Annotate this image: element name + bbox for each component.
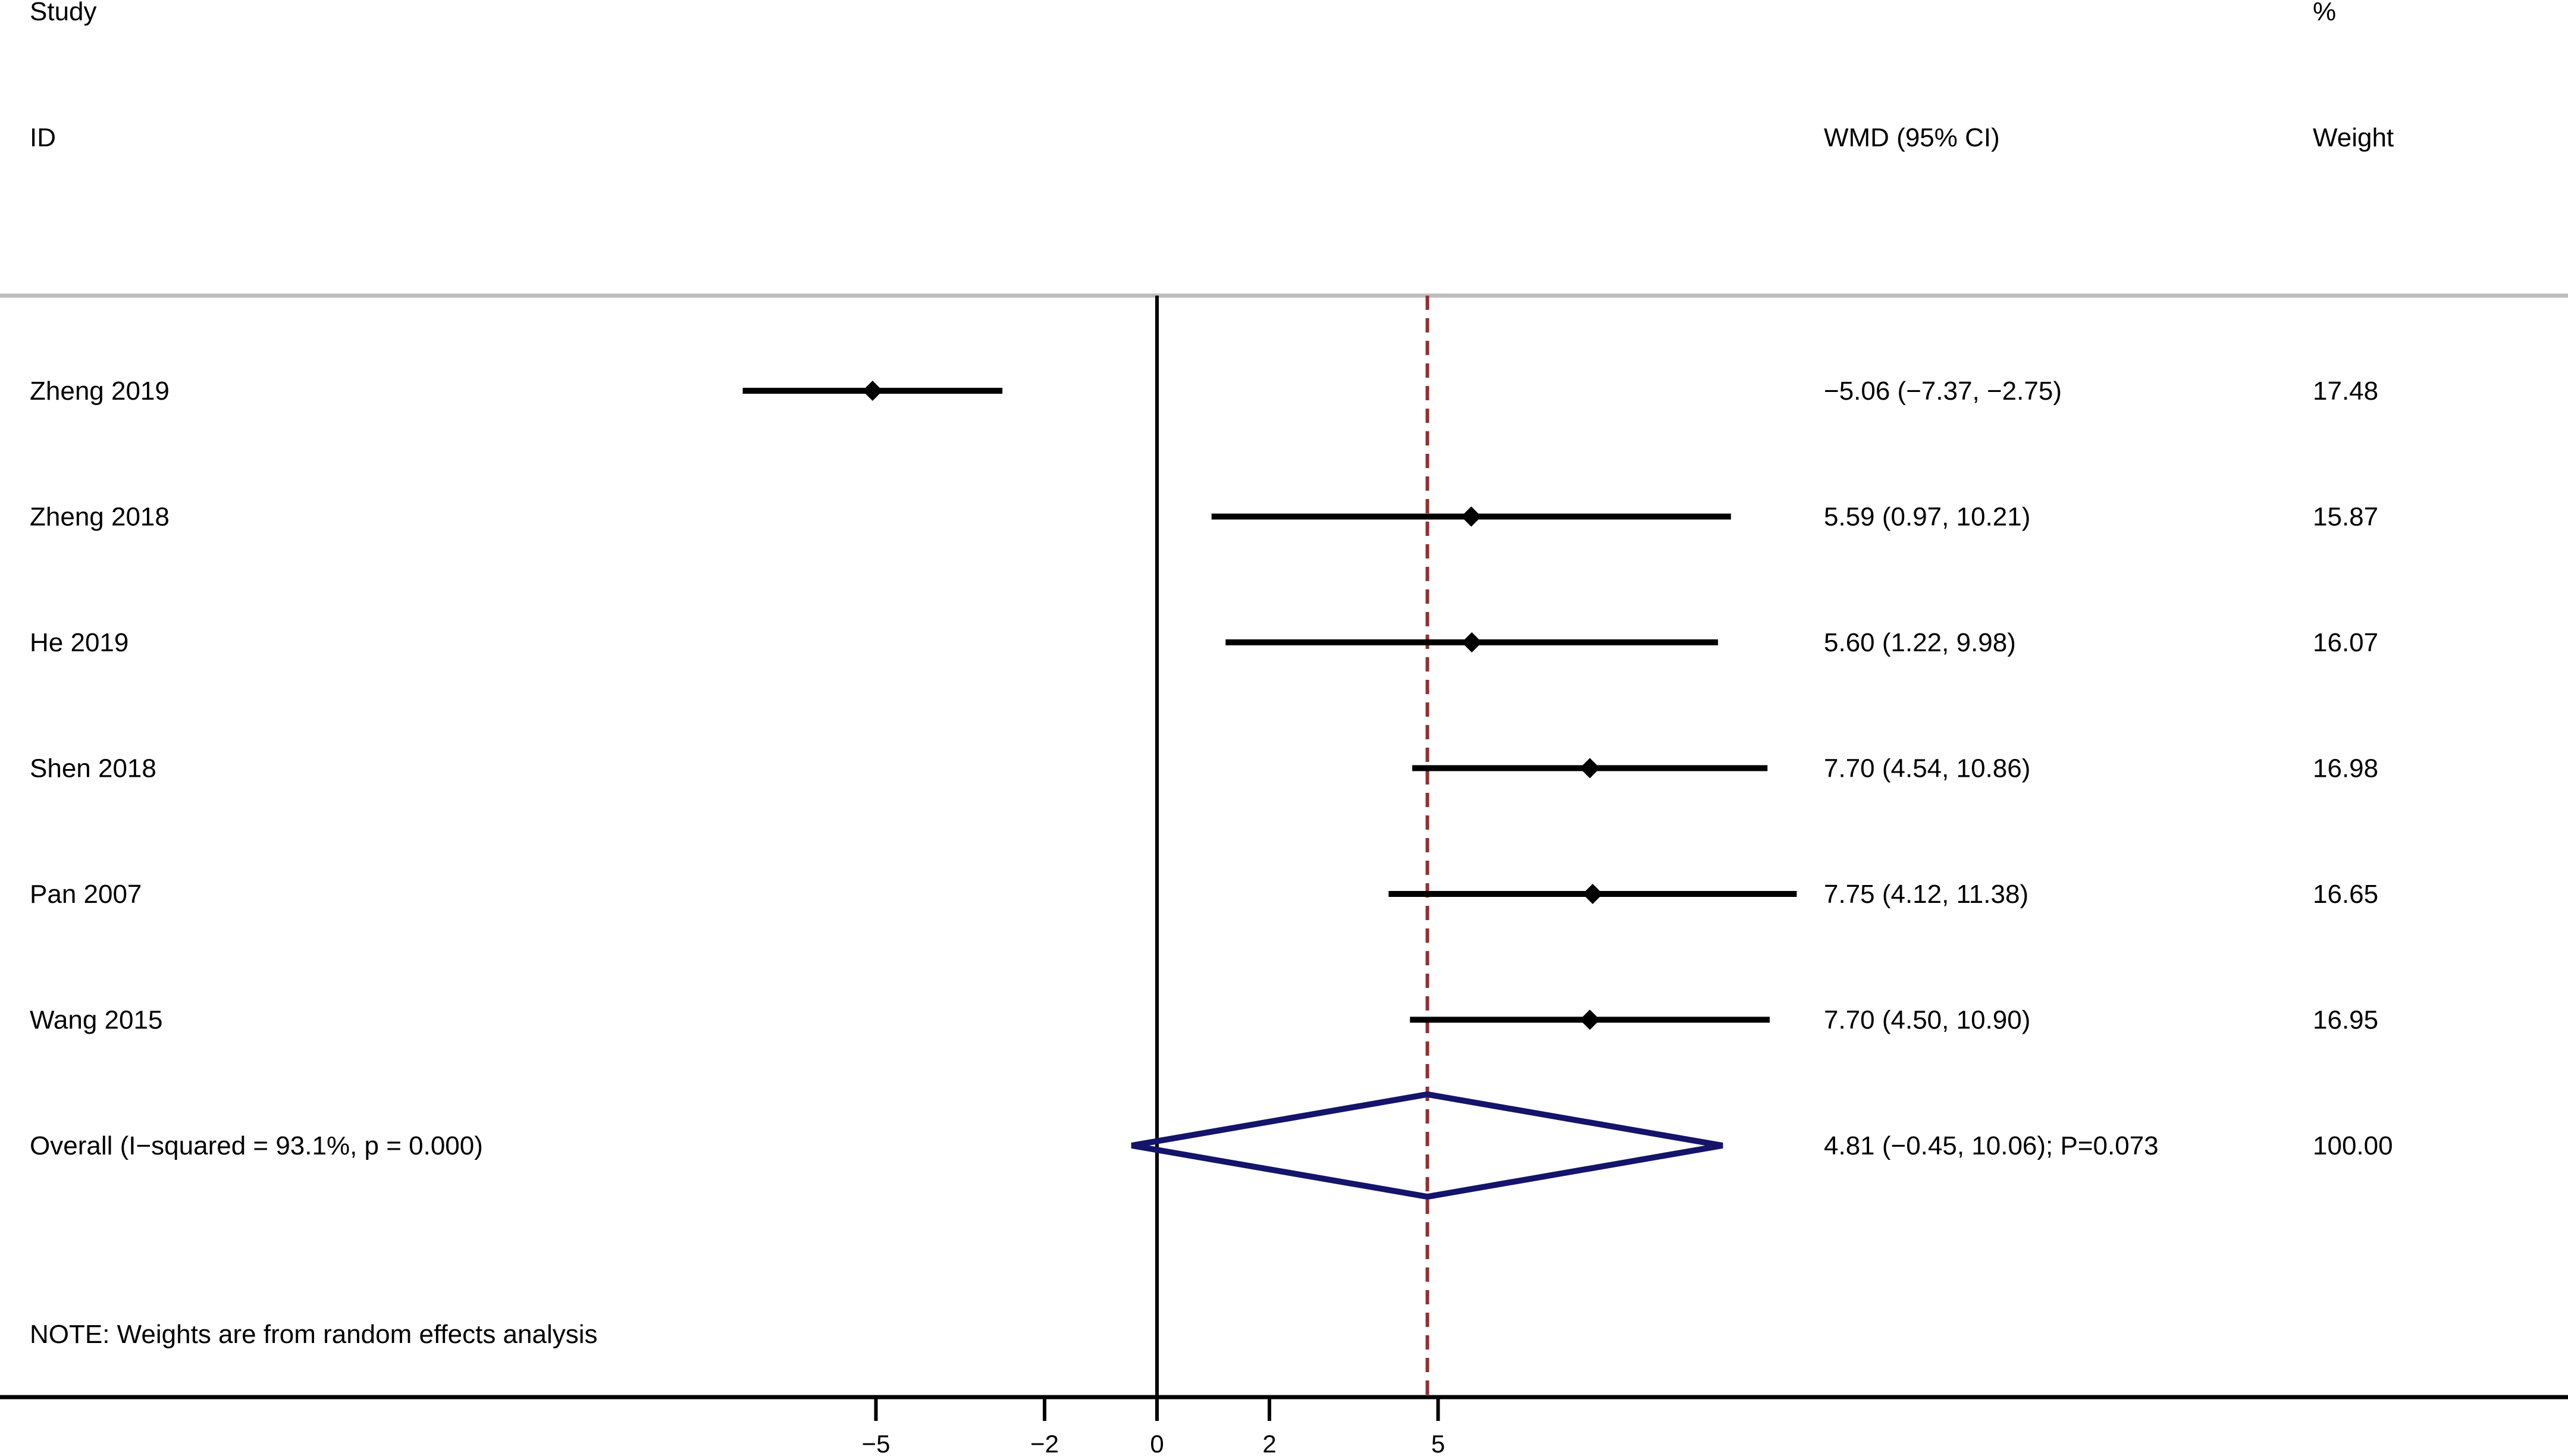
weight-label: 16.95 (2313, 1006, 2378, 1035)
overall-weight-label: 100.00 (2313, 1131, 2393, 1160)
study-name: Wang 2015 (30, 1006, 162, 1035)
study-rows: Zheng 2019 −5.06 (−7.37, −2.75) 17.48Zheng… (30, 376, 2393, 1200)
weight-label: 16.65 (2313, 880, 2378, 909)
point-estimate (1579, 758, 1600, 779)
header-study: Study (30, 0, 97, 26)
effect-label: 5.59 (0.97, 10.21) (1824, 503, 2030, 532)
point-estimate (1462, 632, 1482, 652)
point-estimate (1582, 884, 1603, 904)
study-name: Zheng 2018 (30, 503, 170, 532)
point-estimate (1461, 506, 1482, 527)
x-tick-label: 0 (1150, 1430, 1164, 1456)
overall-row: Overall (I−squared = 93.1%, p = 0.000) 4.… (30, 1091, 2393, 1200)
effect-label: −5.06 (−7.37, −2.75) (1824, 376, 2062, 406)
weight-label: 16.07 (2313, 628, 2378, 657)
x-tick-label: 5 (1431, 1430, 1445, 1456)
point-estimate (862, 381, 883, 401)
x-tick-label: 2 (1262, 1430, 1276, 1456)
study-row: Pan 2007 7.75 (4.12, 11.38) 16.65 (30, 880, 2378, 909)
weight-label: 16.98 (2313, 754, 2378, 783)
header-weight: Weight (2313, 123, 2394, 152)
header-id: ID (30, 123, 56, 152)
effect-label: 7.70 (4.50, 10.90) (1824, 1006, 2030, 1035)
header-effect: WMD (95% CI) (1824, 123, 2000, 152)
effect-label: 7.75 (4.12, 11.38) (1824, 880, 2028, 909)
weight-label: 15.87 (2313, 503, 2378, 532)
effect-label: 7.70 (4.54, 10.86) (1824, 754, 2030, 783)
study-row: Wang 2015 7.70 (4.50, 10.90) 16.95 (30, 1006, 2378, 1035)
overall-diamond (1131, 1091, 1723, 1200)
study-row: Zheng 2018 5.59 (0.97, 10.21) 15.87 (30, 503, 2378, 532)
plot-lines (1155, 296, 1429, 1397)
header-weight-percent: % (2313, 0, 2336, 26)
x-tick-label: −2 (1030, 1430, 1059, 1456)
study-name: He 2019 (30, 628, 128, 657)
weights-note: NOTE: Weights are from random effects an… (30, 1320, 598, 1349)
study-row: Shen 2018 7.70 (4.54, 10.86) 16.98 (30, 754, 2378, 783)
effect-label: 5.60 (1.22, 9.98) (1824, 628, 2016, 657)
x-axis: −5 −2 0 2 5 (862, 1397, 1445, 1456)
overall-name: Overall (I−squared = 93.1%, p = 0.000) (30, 1131, 483, 1160)
weight-label: 17.48 (2313, 376, 2378, 406)
study-name: Zheng 2019 (30, 376, 170, 406)
study-row: Zheng 2019 −5.06 (−7.37, −2.75) 17.48 (30, 376, 2378, 406)
overall-effect-label: 4.81 (−0.45, 10.06); P=0.073 (1824, 1131, 2159, 1160)
x-tick-label: −5 (862, 1430, 891, 1456)
study-row: He 2019 5.60 (1.22, 9.98) 16.07 (30, 628, 2378, 657)
study-name: Pan 2007 (30, 880, 142, 909)
study-name: Shen 2018 (30, 754, 156, 783)
point-estimate (1579, 1009, 1600, 1030)
